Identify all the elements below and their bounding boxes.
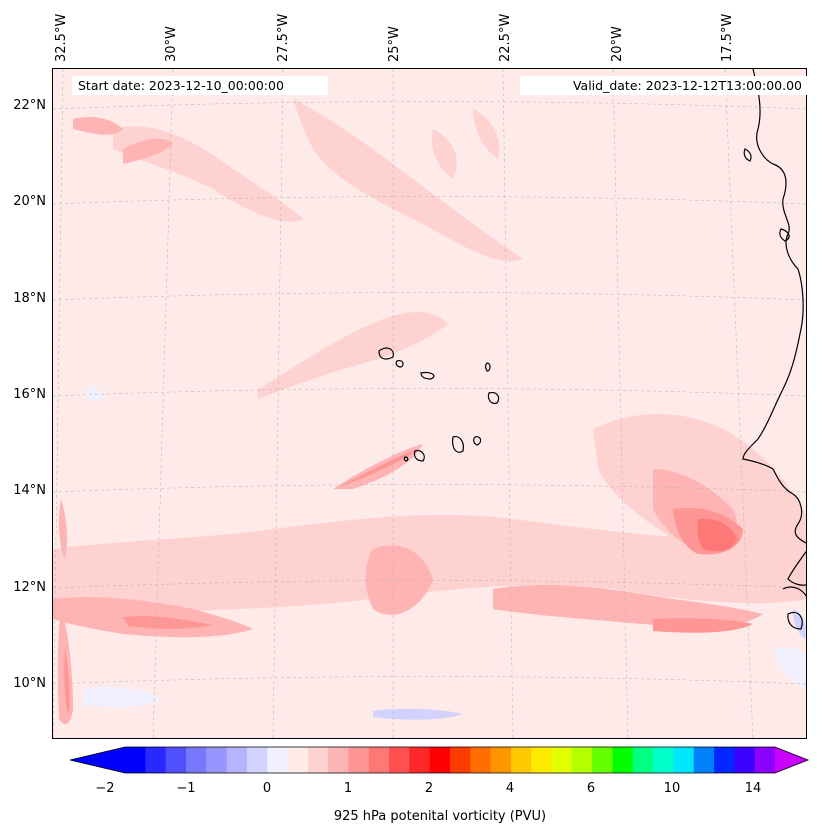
valid-date-label: Valid_date: 2023-12-12T13:00:00.00 (520, 76, 808, 95)
colorbar-outline (70, 746, 810, 774)
colorbar-tick: −1 (176, 781, 196, 796)
colorbar-swatch (734, 747, 756, 773)
island-brava (403, 456, 409, 462)
island-santiago (452, 436, 464, 453)
colorbar-swatch (165, 747, 187, 773)
colorbar-swatch (470, 747, 492, 773)
colorbar-swatch (145, 747, 167, 773)
island-santo-antao (378, 347, 394, 360)
colorbar-swatch (531, 747, 553, 773)
colorbar-swatch (125, 747, 146, 773)
lat-label-20n: 20°N (13, 194, 46, 209)
colorbar-swatch (409, 747, 431, 773)
pv-map (53, 69, 806, 738)
map-plot-area (52, 68, 807, 739)
colorbar-swatch (571, 747, 593, 773)
colorbar-label: 925 hPa potenital vorticity (PVU) (333, 809, 547, 824)
colorbar-swatch (754, 747, 776, 773)
colorbar-tick: 2 (424, 781, 434, 796)
colorbar-swatch (490, 747, 512, 773)
island-fogo (413, 450, 425, 462)
colorbar-swatch (287, 747, 309, 773)
lon-label-30w: 30°W (164, 26, 179, 62)
colorbar-tick: 4 (505, 781, 515, 796)
lon-label-27-5w: 27.5°W (276, 13, 291, 62)
colorbar-swatch (653, 747, 674, 773)
colorbar (70, 746, 810, 774)
colorbar-tick: 14 (744, 781, 762, 796)
island-sao-nicolau (420, 371, 435, 380)
island-boa-vista (487, 392, 500, 404)
colorbar-swatch (612, 747, 634, 773)
colorbar-swatch (673, 747, 695, 773)
lon-label-32-5w: 32.5°W (54, 13, 69, 62)
lon-label-20w: 20°W (610, 26, 625, 62)
colorbar-swatch (185, 747, 207, 773)
graticule (53, 69, 806, 738)
pv-contour-fields (53, 99, 806, 725)
colorbar-swatch (368, 747, 390, 773)
colorbar-swatch (206, 747, 228, 773)
colorbar-swatch (632, 747, 654, 773)
lon-label-22-5w: 22.5°W (498, 13, 513, 62)
colorbar-swatch (389, 747, 410, 773)
colorbar-tick: −2 (95, 781, 115, 796)
lat-label-16n: 16°N (13, 387, 46, 402)
lat-label-18n: 18°N (13, 291, 46, 306)
colorbar-swatch (450, 747, 471, 773)
colorbar-swatch (226, 747, 248, 773)
colorbar-extend-low (70, 747, 125, 773)
lat-label-12n: 12°N (13, 580, 46, 595)
lon-label-25w: 25°W (387, 26, 402, 62)
colorbar-tick: 10 (663, 781, 681, 796)
lat-label-10n: 10°N (13, 676, 46, 691)
lat-label-14n: 14°N (13, 483, 46, 498)
colorbar-swatch (551, 747, 573, 773)
coastlines (378, 69, 806, 630)
colorbar-tick: 0 (262, 781, 272, 796)
colorbar-swatch (246, 747, 268, 773)
colorbar-tick: 1 (343, 781, 353, 796)
lon-label-17-5w: 17.5°W (720, 13, 735, 62)
colorbar-swatch (714, 747, 735, 773)
colorbar-extend-high (775, 747, 808, 773)
island-sao-vicente (395, 360, 404, 368)
colorbar-swatch (348, 747, 370, 773)
colorbar-tick: 6 (586, 781, 596, 796)
colorbar-swatch (307, 747, 329, 773)
island-maio (473, 436, 482, 446)
colorbar-swatch (328, 747, 349, 773)
lat-label-22n: 22°N (13, 98, 46, 113)
island-sal (484, 362, 491, 372)
colorbar-swatch (267, 747, 288, 773)
colorbar-swatch (510, 747, 532, 773)
start-date-label: Start date: 2023-12-10_00:00:00 (72, 76, 328, 95)
colorbar-swatch (429, 747, 451, 773)
colorbar-swatch (693, 747, 715, 773)
colorbar-swatch (592, 747, 613, 773)
